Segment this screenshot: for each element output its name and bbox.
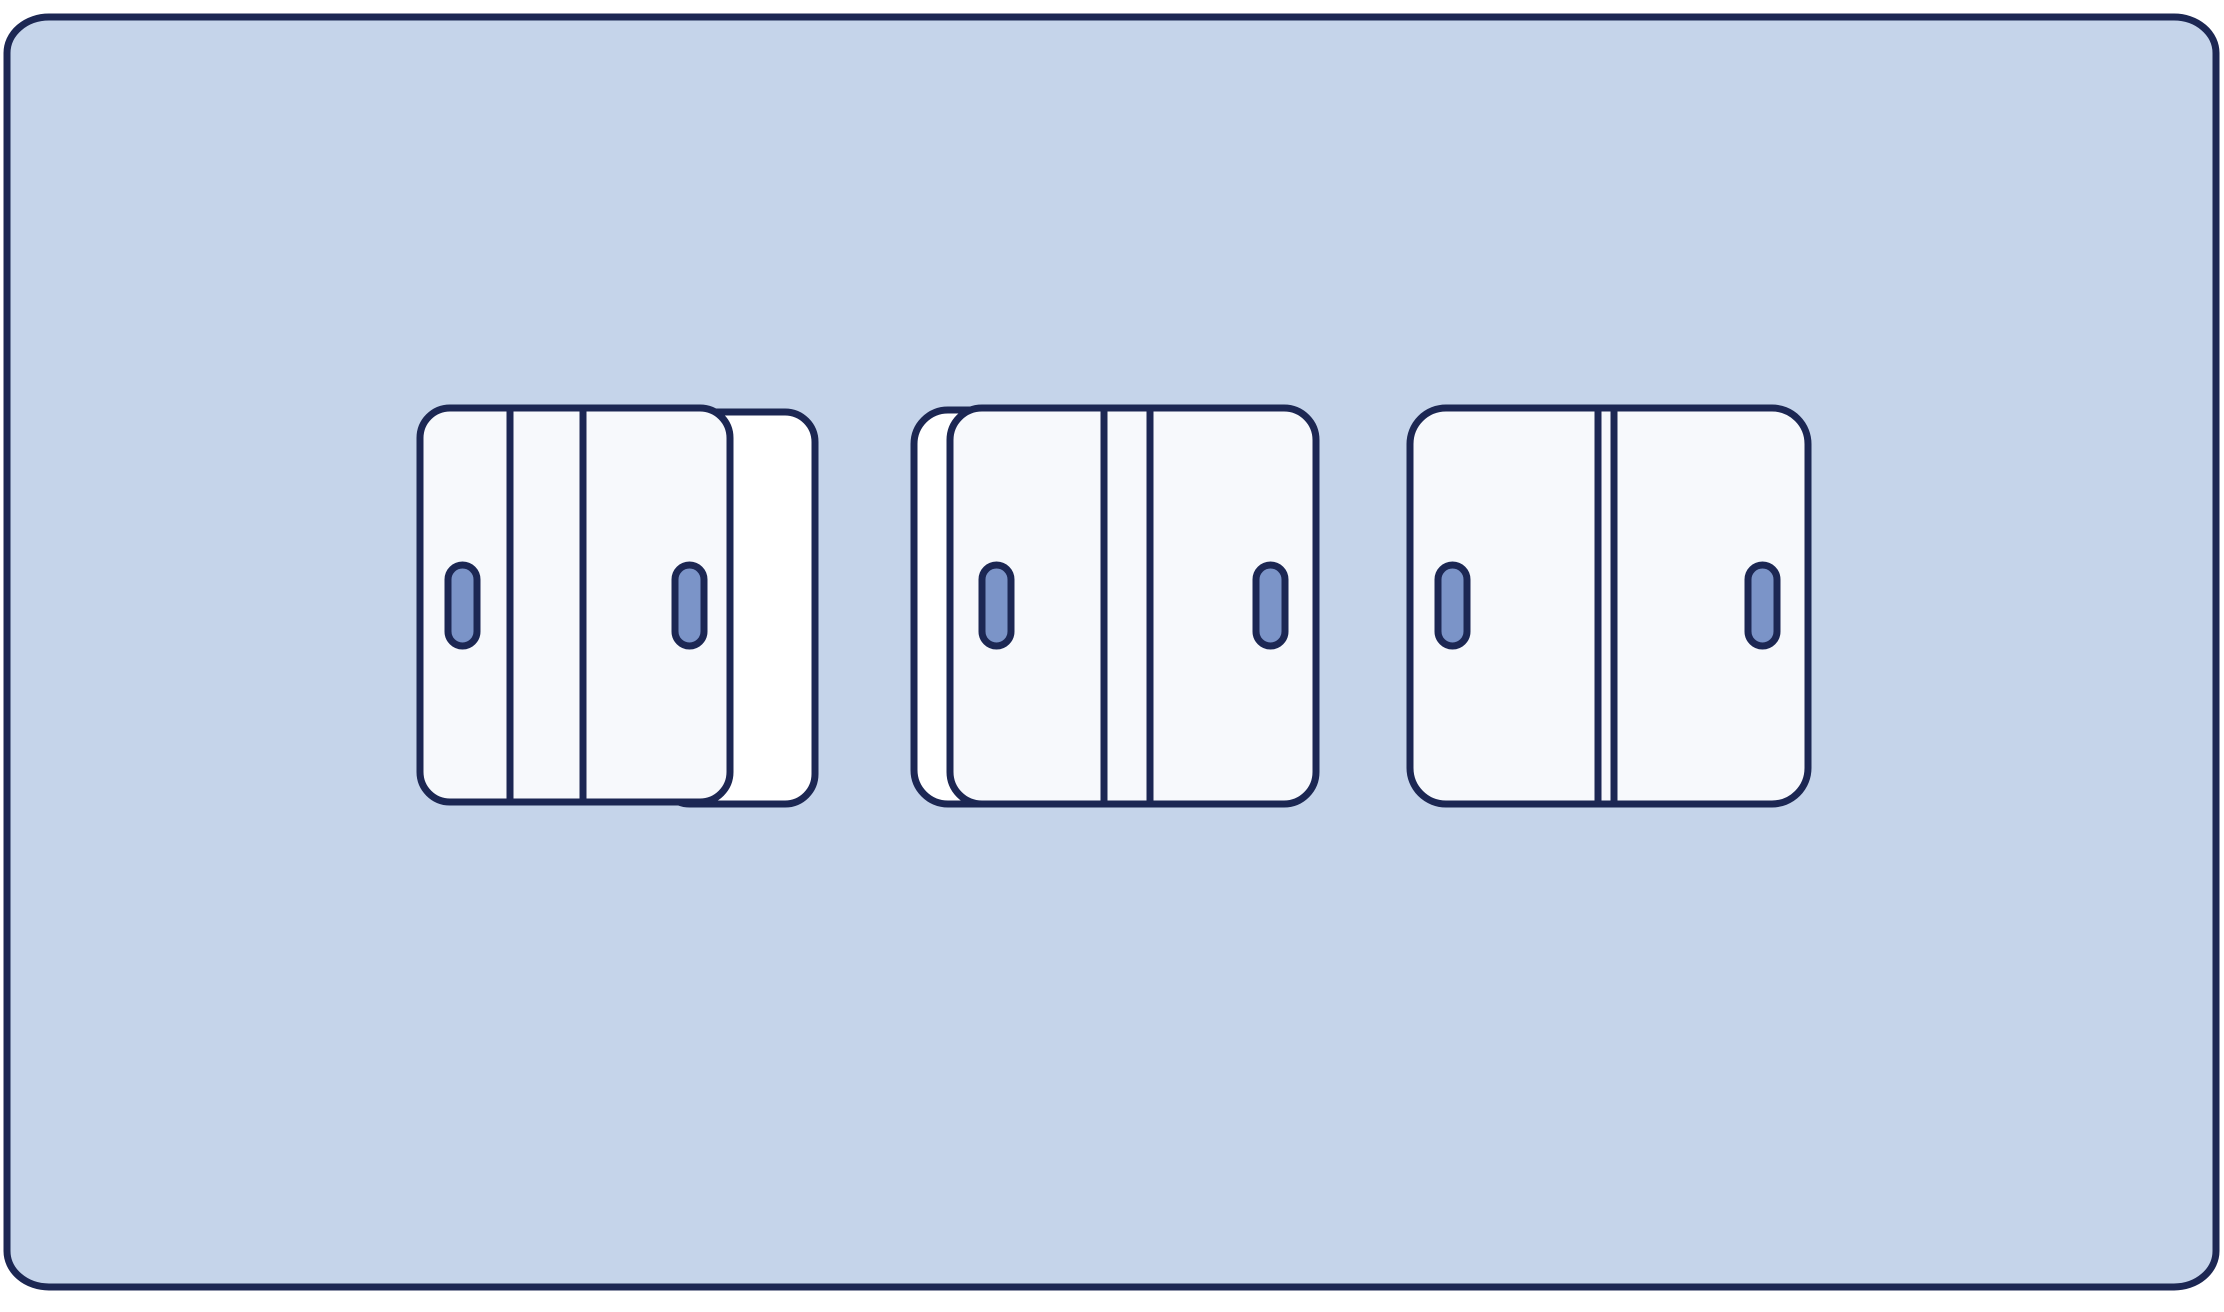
front-door-panel bbox=[1406, 404, 1812, 808]
door-handle-icon bbox=[1434, 561, 1471, 650]
sliding-door-closed-icon[interactable] bbox=[1406, 404, 1812, 808]
door-handle-icon bbox=[978, 561, 1015, 650]
front-door-panel bbox=[416, 404, 734, 806]
sliding-door-open-left-icon[interactable] bbox=[910, 404, 1320, 808]
door-handle-icon bbox=[444, 561, 481, 650]
front-door-panel bbox=[946, 404, 1320, 808]
sliding-door-open-right-icon[interactable] bbox=[416, 404, 819, 808]
door-handle-icon bbox=[1744, 561, 1781, 650]
door-handle-icon bbox=[1252, 561, 1289, 650]
door-handle-icon bbox=[671, 561, 708, 650]
